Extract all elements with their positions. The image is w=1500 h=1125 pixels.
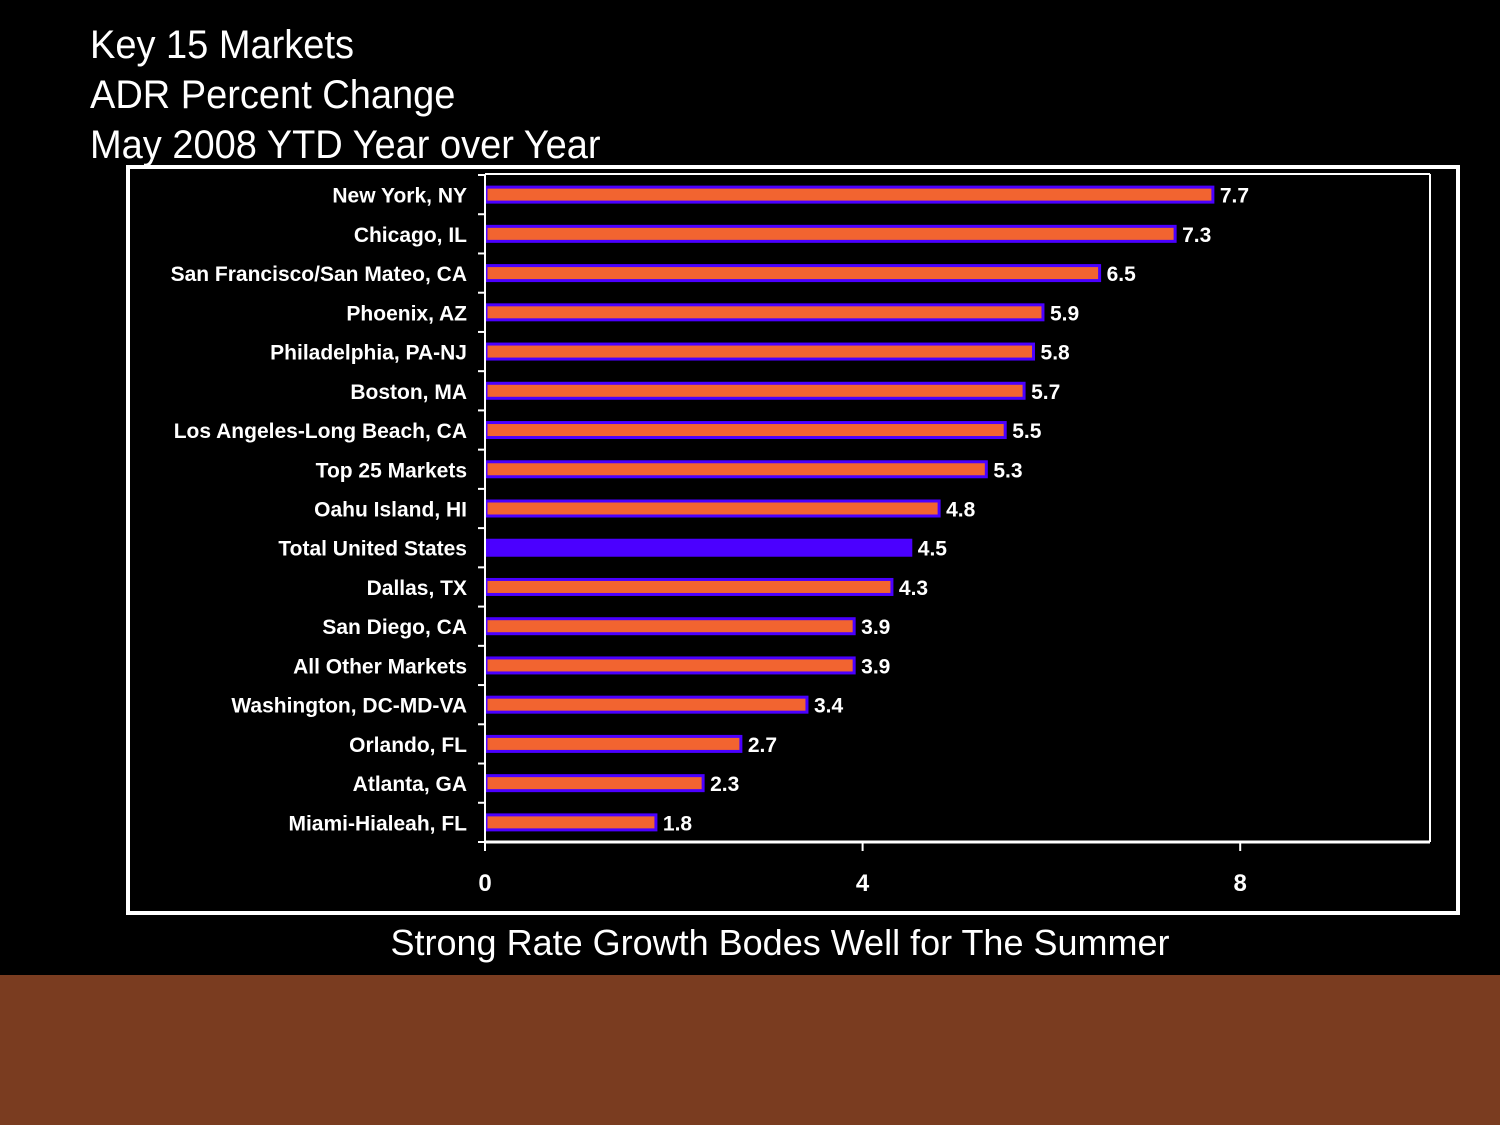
value-label-16: 1.8 bbox=[663, 812, 693, 835]
value-label-8: 4.8 bbox=[946, 499, 976, 522]
title-line-1: Key 15 Markets bbox=[90, 23, 354, 67]
x-tick-label-2: 8 bbox=[1234, 870, 1247, 897]
axes-group: 0 4 8 bbox=[478, 174, 1430, 897]
value-label-13: 3.4 bbox=[814, 695, 844, 718]
chart-frame bbox=[126, 165, 1460, 915]
bar-12 bbox=[484, 656, 856, 675]
category-label-11: San Diego, CA bbox=[322, 616, 467, 639]
bar-8 bbox=[484, 499, 941, 518]
bar-6 bbox=[484, 421, 1007, 440]
category-label-6: Los Angeles-Long Beach, CA bbox=[174, 420, 467, 443]
bar-2 bbox=[484, 264, 1102, 283]
category-label-5: Boston, MA bbox=[350, 381, 467, 404]
bar-13 bbox=[484, 695, 809, 714]
bar-0 bbox=[484, 185, 1215, 204]
value-label-12: 3.9 bbox=[861, 655, 890, 678]
category-label-0: New York, NY bbox=[332, 185, 467, 208]
category-label-1: Chicago, IL bbox=[354, 224, 467, 247]
value-label-15: 2.3 bbox=[710, 773, 739, 796]
bar-14 bbox=[484, 734, 743, 753]
bar-11 bbox=[484, 617, 856, 636]
category-label-16: Miami-Hialeah, FL bbox=[288, 812, 467, 835]
title-line-3: May 2008 YTD Year over Year bbox=[90, 123, 601, 167]
value-label-0: 7.7 bbox=[1220, 185, 1249, 208]
value-label-14: 2.7 bbox=[748, 734, 777, 757]
bar-5 bbox=[484, 381, 1026, 400]
category-label-3: Phoenix, AZ bbox=[346, 302, 467, 325]
value-label-11: 3.9 bbox=[861, 616, 890, 639]
bar-4 bbox=[484, 342, 1036, 361]
value-label-1: 7.3 bbox=[1182, 224, 1211, 247]
value-label-3: 5.9 bbox=[1050, 302, 1079, 325]
category-label-10: Dallas, TX bbox=[367, 577, 467, 600]
value-label-2: 6.5 bbox=[1107, 263, 1137, 286]
x-tick-label-1: 4 bbox=[856, 870, 870, 897]
bar-1 bbox=[484, 224, 1177, 243]
bar-16 bbox=[484, 813, 658, 832]
category-label-4: Philadelphia, PA-NJ bbox=[270, 342, 467, 365]
category-label-7: Top 25 Markets bbox=[316, 459, 467, 482]
category-label-14: Orlando, FL bbox=[349, 734, 467, 757]
category-label-13: Washington, DC-MD-VA bbox=[231, 695, 467, 718]
category-label-9: Total United States bbox=[278, 538, 467, 561]
value-label-4: 5.8 bbox=[1041, 342, 1071, 365]
bars-group bbox=[484, 185, 1215, 832]
value-label-10: 4.3 bbox=[899, 577, 928, 600]
value-label-6: 5.5 bbox=[1012, 420, 1042, 443]
slide-subtitle: Strong Rate Growth Bodes Well for The Su… bbox=[390, 922, 1170, 963]
bar-7 bbox=[484, 460, 988, 479]
slide-title: Key 15 Markets ADR Percent Change May 20… bbox=[90, 20, 601, 170]
bar-3 bbox=[484, 303, 1045, 322]
category-label-8: Oahu Island, HI bbox=[314, 499, 467, 522]
category-label-15: Atlanta, GA bbox=[353, 773, 467, 796]
value-label-5: 5.7 bbox=[1031, 381, 1060, 404]
category-labels: New York, NY Chicago, IL San Francisco/San… bbox=[171, 185, 468, 836]
title-line-2: ADR Percent Change bbox=[90, 73, 456, 117]
category-label-12: All Other Markets bbox=[293, 655, 467, 678]
plot-area bbox=[485, 173, 1431, 842]
value-labels: 7.7 7.3 6.5 5.9 5.8 5.7 5.5 5.3 4.8 4.5 4.3 3.9 3.9 3… bbox=[663, 185, 1249, 836]
category-label-2: San Francisco/San Mateo, CA bbox=[171, 263, 467, 286]
bar-9 bbox=[484, 538, 913, 557]
footer-band bbox=[0, 975, 1500, 1125]
bar-15 bbox=[484, 774, 705, 793]
value-label-7: 5.3 bbox=[993, 459, 1022, 482]
x-tick-label-0: 0 bbox=[478, 870, 491, 897]
value-label-9: 4.5 bbox=[918, 538, 948, 561]
bar-10 bbox=[484, 577, 894, 596]
